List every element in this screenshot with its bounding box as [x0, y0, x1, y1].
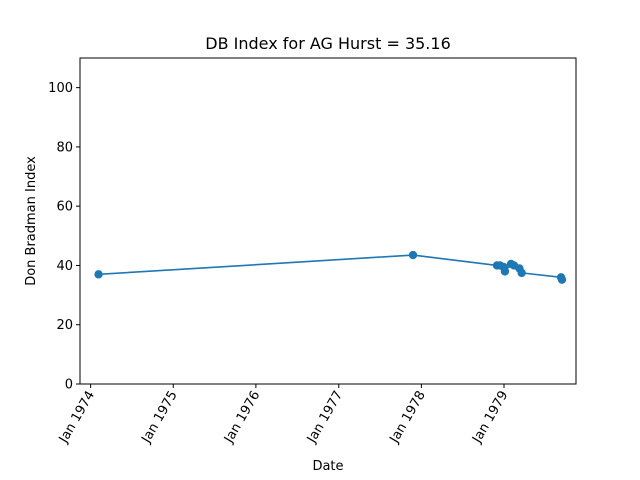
y-tick-label: 60 — [56, 200, 73, 215]
y-axis: 0 20 40 60 80 100 — [48, 81, 80, 393]
series-line — [98, 254, 563, 280]
data-point — [517, 268, 526, 278]
data-point — [408, 250, 418, 260]
y-tick-label: 40 — [56, 259, 73, 274]
x-axis-label: Date — [312, 459, 343, 474]
series-layer — [94, 250, 567, 284]
plot-frame — [79, 57, 577, 385]
data-point — [557, 275, 567, 284]
y-tick-label: 0 — [65, 378, 73, 393]
data-point — [500, 267, 510, 276]
y-tick-label: 100 — [48, 81, 73, 96]
y-axis-label: Don Bradman Index — [24, 156, 39, 286]
chart-title: DB Index for AG Hurst = 35.16 — [205, 34, 451, 53]
y-tick-label: 80 — [56, 140, 73, 155]
data-point — [94, 270, 103, 279]
y-tick-label: 20 — [56, 318, 73, 333]
plot-area — [80, 58, 576, 384]
